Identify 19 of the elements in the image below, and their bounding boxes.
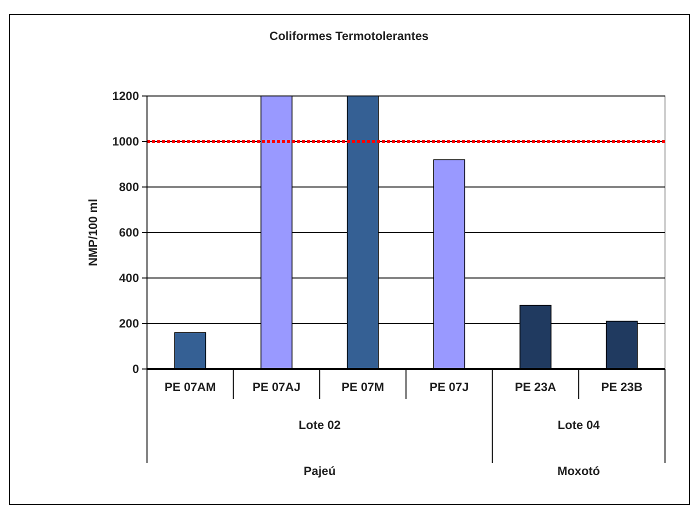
y-tick-label: 1200	[112, 88, 140, 103]
text: Pajeú	[304, 464, 336, 478]
chart-title: Coliformes Termotolerantes	[269, 29, 429, 43]
x-tick-label: PE 07J	[429, 380, 469, 394]
y-tick-label: 1000	[112, 134, 140, 148]
y-tick-label: 600	[118, 225, 140, 240]
x-tick-label: PE 07AM	[164, 380, 216, 394]
x-tick-label: PE 23A	[514, 380, 557, 394]
y-axis-title: NMP/100 ml	[86, 198, 100, 266]
y-tick-label: 400	[118, 270, 140, 285]
x-tick-label: PE 23B	[601, 380, 643, 394]
text: Lote 04	[558, 418, 600, 432]
x-tick-label: PE 07M	[341, 380, 384, 394]
text: Moxotó	[557, 464, 600, 478]
y-tick-label: 0	[132, 362, 140, 376]
y-tick-label: 200	[118, 316, 140, 330]
y-tick-label: 800	[118, 180, 140, 194]
text: Lote 02	[298, 418, 341, 432]
x-tick-label: PE 07AJ	[252, 380, 301, 394]
